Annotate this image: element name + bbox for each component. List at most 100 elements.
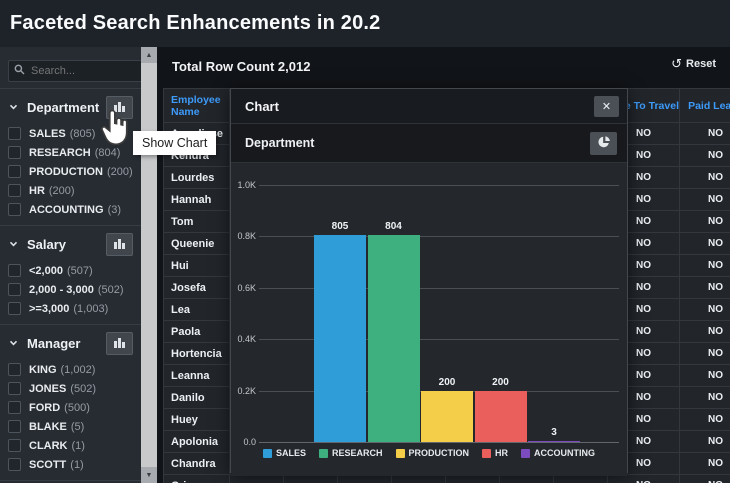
facet-option-count: (5) — [70, 420, 85, 433]
facet-option[interactable]: PRODUCTION (200) — [8, 162, 133, 181]
y-axis-tick-label: 0.0 — [243, 437, 256, 447]
table-cell — [230, 475, 284, 483]
facet-option-label: HR — [29, 184, 45, 197]
facet-option[interactable]: FORD (500) — [8, 398, 133, 417]
paid-leave-cell: NO — [680, 453, 730, 475]
show-chart-button[interactable] — [106, 232, 133, 256]
sidebar-divider — [0, 480, 141, 481]
legend-item-sales[interactable]: SALES — [262, 448, 306, 458]
page-header: Faceted Search Enhancements in 20.2 — [0, 0, 730, 47]
facet-option[interactable]: ACCOUNTING (3) — [8, 200, 133, 219]
show-chart-button[interactable] — [106, 95, 133, 119]
employee-name-cell: Leanna — [163, 365, 230, 387]
chart-facet-header: Department — [231, 124, 627, 163]
paid-leave-cell: NO — [680, 123, 730, 145]
facet-option[interactable]: HR (200) — [8, 181, 133, 200]
facet-title: Manager — [27, 335, 81, 351]
facet-option-label: <2,000 — [29, 264, 63, 277]
chart-gridline — [259, 185, 619, 186]
facet-option[interactable]: >=3,000 (1,003) — [8, 299, 133, 318]
column-header[interactable]: Employee Name — [163, 88, 230, 123]
facet-checkbox[interactable] — [8, 283, 21, 296]
legend-item-accounting[interactable]: ACCOUNTING — [521, 448, 595, 458]
bar-production[interactable] — [421, 390, 473, 442]
facet-option[interactable]: RESEARCH (804) — [8, 143, 133, 162]
bar-value-label: 805 — [331, 221, 349, 233]
bar-sales[interactable] — [314, 235, 366, 442]
reset-button[interactable]: ↺ Reset — [671, 57, 716, 70]
paid-leave-cell: NO — [680, 255, 730, 277]
bar-chart-icon — [113, 237, 126, 252]
facet-option[interactable]: 2,000 - 3,000 (502) — [8, 280, 133, 299]
facet-checkbox[interactable] — [8, 458, 21, 471]
facet-header-manager[interactable]: Manager — [8, 329, 133, 357]
chart-gridline — [259, 442, 619, 443]
dialog-close-button[interactable]: ✕ — [594, 95, 619, 117]
facet-checkbox[interactable] — [8, 382, 21, 395]
facet-option[interactable]: <2,000 (507) — [8, 261, 133, 280]
facet-option[interactable]: SCOTT (1) — [8, 455, 133, 474]
bar-hr[interactable] — [474, 390, 527, 442]
table-cell — [554, 475, 608, 483]
table-cell — [338, 475, 392, 483]
facet-option-label: ACCOUNTING — [29, 203, 104, 216]
facet-option-label: SALES — [29, 127, 66, 140]
employee-name-cell: Tom — [163, 211, 230, 233]
report-toolbar: Total Row Count 2,012 ↺ Reset — [157, 47, 730, 87]
facet-options: <2,000 (507) 2,000 - 3,000 (502) >=3,000 (1,0… — [8, 261, 133, 318]
facet-checkbox[interactable] — [8, 203, 21, 216]
facet-checkbox[interactable] — [8, 127, 21, 140]
sidebar-scrollbar[interactable]: ▲ ▼ — [141, 47, 157, 483]
facet-option-count: (200) — [106, 165, 133, 178]
facet-checkbox[interactable] — [8, 302, 21, 315]
bar-value-label: 200 — [492, 376, 509, 388]
bar-research[interactable] — [367, 235, 420, 442]
pie-chart-icon — [597, 135, 611, 152]
facet-checkbox[interactable] — [8, 264, 21, 277]
facet-checkbox[interactable] — [8, 439, 21, 452]
employee-name-cell: Apolonia — [163, 431, 230, 453]
facet-header-department[interactable]: Department — [8, 93, 133, 121]
scroll-down-icon[interactable]: ▼ — [141, 467, 157, 483]
show-chart-button[interactable] — [106, 331, 133, 355]
facet-option-count: (502) — [97, 283, 124, 296]
facet-checkbox[interactable] — [8, 165, 21, 178]
facet-option[interactable]: KING (1,002) — [8, 360, 133, 379]
facet-checkbox[interactable] — [8, 420, 21, 433]
legend-item-production[interactable]: PRODUCTION — [395, 448, 470, 458]
sidebar-divider — [0, 88, 141, 89]
dialog-title: Chart — [245, 98, 279, 114]
chart-gridline — [259, 339, 619, 341]
facet-option[interactable]: JONES (502) — [8, 379, 133, 398]
search-input[interactable] — [29, 64, 141, 78]
table-cell — [446, 475, 500, 483]
paid-leave-cell: NO — [680, 475, 730, 483]
facet-option-count: (200) — [48, 184, 75, 197]
facet-header-salary[interactable]: Salary — [8, 230, 133, 258]
facet-option[interactable]: SALES (805) — [8, 124, 133, 143]
legend-item-hr[interactable]: HR — [482, 448, 508, 458]
employee-name-cell: Josefa — [163, 277, 230, 299]
facet-option[interactable]: BLAKE (5) — [8, 417, 133, 436]
table-cell — [392, 475, 446, 483]
scroll-up-icon[interactable]: ▲ — [141, 47, 157, 63]
facet-checkbox[interactable] — [8, 184, 21, 197]
chart-type-toggle-button[interactable] — [590, 131, 617, 155]
legend-label: PRODUCTION — [408, 448, 470, 458]
facet-option-label: PRODUCTION — [29, 165, 103, 178]
chart-facet-title: Department — [245, 136, 315, 150]
total-row-count: Total Row Count 2,012 — [172, 59, 311, 74]
y-axis-tick-label: 0.6K — [237, 282, 256, 293]
column-header[interactable]: Paid Leave — [680, 88, 730, 123]
facet-option[interactable]: CLARK (1) — [8, 436, 133, 455]
show-chart-tooltip: Show Chart — [133, 131, 217, 155]
facet-checkbox[interactable] — [8, 363, 21, 376]
scrollbar-thumb[interactable] — [141, 63, 157, 467]
y-axis-tick-label: 1.0K — [237, 180, 256, 190]
facet-checkbox[interactable] — [8, 401, 21, 414]
legend-item-research[interactable]: RESEARCH — [319, 448, 383, 458]
facet-checkbox[interactable] — [8, 146, 21, 159]
chevron-down-icon — [8, 240, 22, 248]
bar-accounting[interactable] — [528, 441, 580, 442]
